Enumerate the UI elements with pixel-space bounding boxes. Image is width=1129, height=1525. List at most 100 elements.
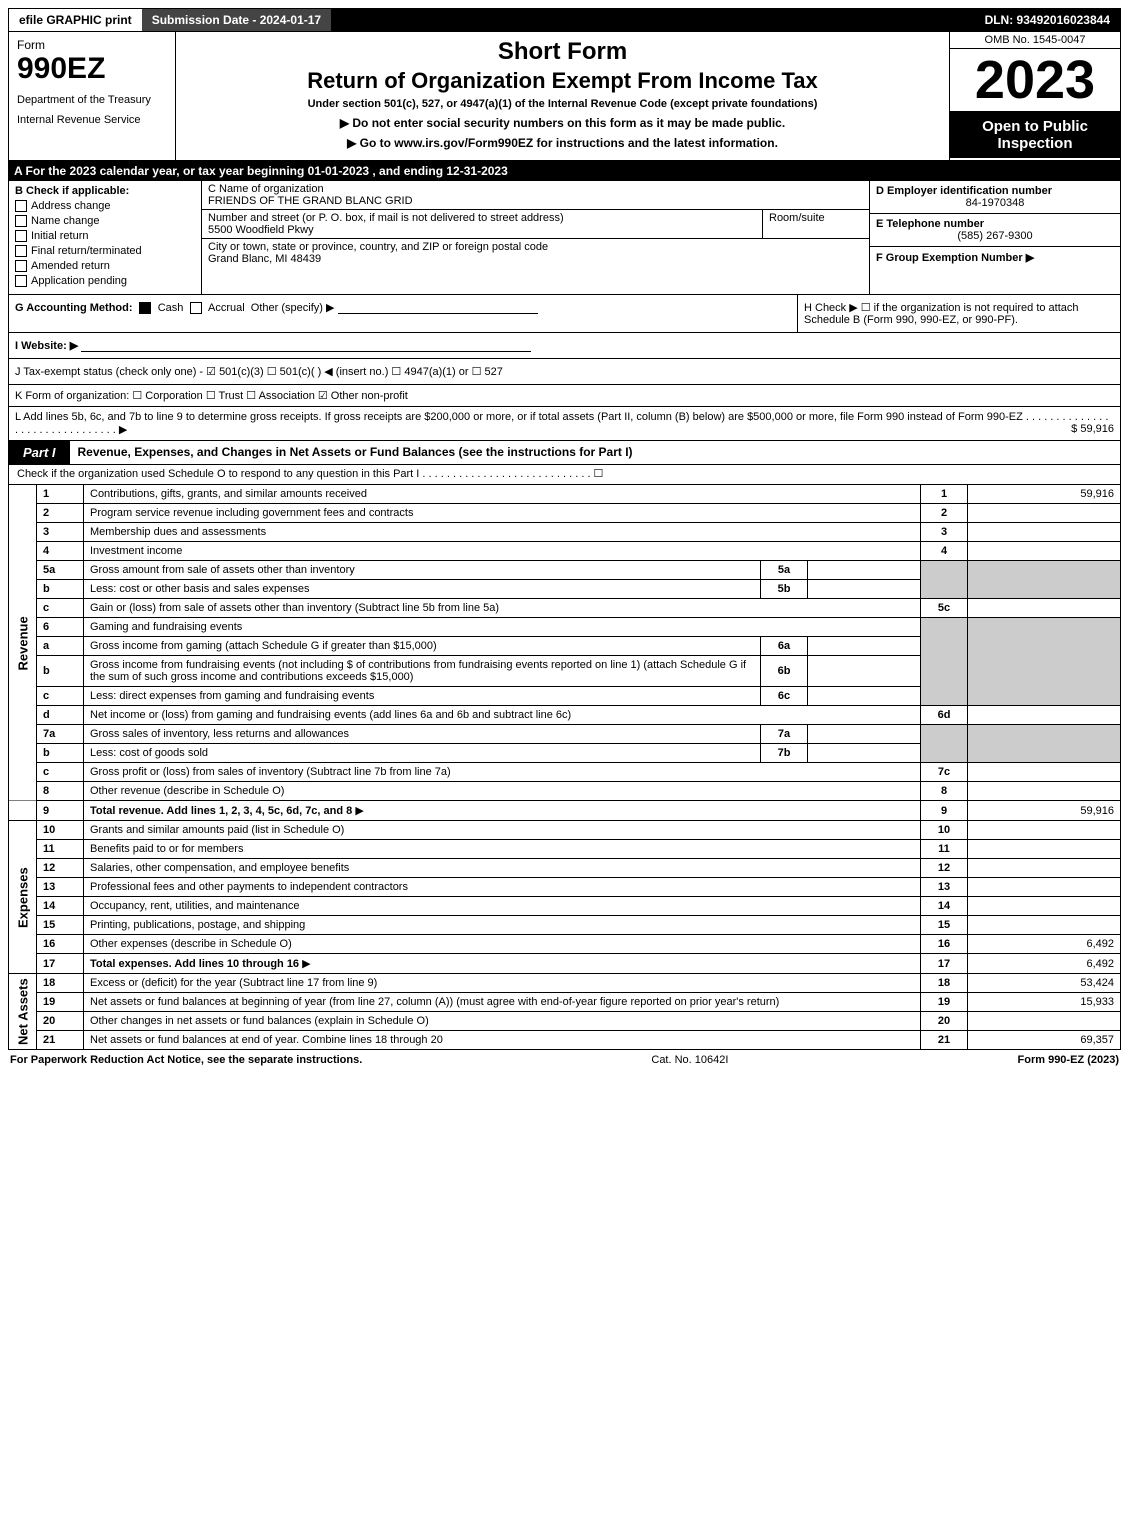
line-4-desc: Investment income	[84, 542, 921, 561]
line-10-rnum: 10	[921, 821, 968, 840]
line-6a-snum: 6a	[761, 637, 808, 656]
check-amended-return[interactable]: Amended return	[15, 260, 195, 272]
line-5b-samount	[808, 580, 921, 599]
part-i-table: Revenue 1 Contributions, gifts, grants, …	[8, 485, 1121, 1050]
line-5c-rnum: 5c	[921, 599, 968, 618]
line-6d-rnum: 6d	[921, 706, 968, 725]
line-14-rnum: 14	[921, 897, 968, 916]
check-cash[interactable]	[139, 302, 151, 314]
shade-5ab-amt	[968, 561, 1121, 599]
line-3-num: 3	[37, 523, 84, 542]
line-17-amount: 6,492	[968, 954, 1121, 974]
line-4-num: 4	[37, 542, 84, 561]
line-15-amount	[968, 916, 1121, 935]
line-11-rnum: 11	[921, 840, 968, 859]
line-5b-desc: Less: cost or other basis and sales expe…	[84, 580, 761, 599]
g-accounting-method: G Accounting Method: Cash Accrual Other …	[9, 295, 797, 332]
line-21-amount: 69,357	[968, 1031, 1121, 1050]
efile-print-label[interactable]: efile GRAPHIC print	[9, 9, 142, 31]
phone-row: E Telephone number (585) 267-9300	[870, 214, 1120, 247]
line-2-num: 2	[37, 504, 84, 523]
line-6b-num: b	[37, 656, 84, 687]
line-11-desc: Benefits paid to or for members	[84, 840, 921, 859]
irs-link-instruction[interactable]: ▶ Go to www.irs.gov/Form990EZ for instru…	[184, 136, 941, 150]
line-19-amount: 15,933	[968, 993, 1121, 1012]
expenses-side-label: Expenses	[9, 821, 37, 974]
line-16-amount: 6,492	[968, 935, 1121, 954]
street-label: Number and street (or P. O. box, if mail…	[208, 212, 564, 224]
line-5b-snum: 5b	[761, 580, 808, 599]
netassets-side-label: Net Assets	[9, 974, 37, 1050]
line-7c-rnum: 7c	[921, 763, 968, 782]
line-17-num: 17	[37, 954, 84, 974]
line-9-desc: Total revenue. Add lines 1, 2, 3, 4, 5c,…	[84, 801, 921, 821]
line-5c-num: c	[37, 599, 84, 618]
line-20-desc: Other changes in net assets or fund bala…	[84, 1012, 921, 1031]
line-3-amount	[968, 523, 1121, 542]
header-left: Form 990EZ Department of the Treasury In…	[9, 32, 176, 160]
l-amount: $ 59,916	[1071, 423, 1114, 435]
line-8-rnum: 8	[921, 782, 968, 801]
line-17-desc: Total expenses. Add lines 10 through 16	[84, 954, 921, 974]
line-15-rnum: 15	[921, 916, 968, 935]
line-18-rnum: 18	[921, 974, 968, 993]
spacer-rev-end	[9, 801, 37, 821]
line-12-amount	[968, 859, 1121, 878]
line-20-rnum: 20	[921, 1012, 968, 1031]
line-6b-samount	[808, 656, 921, 687]
line-20-amount	[968, 1012, 1121, 1031]
check-name-change[interactable]: Name change	[15, 215, 195, 227]
column-b-checkboxes: B Check if applicable: Address change Na…	[9, 181, 202, 294]
line-4-rnum: 4	[921, 542, 968, 561]
city-label: City or town, state or province, country…	[208, 241, 863, 253]
part-i-header: Part I Revenue, Expenses, and Changes in…	[8, 441, 1121, 465]
line-18-num: 18	[37, 974, 84, 993]
dept-treasury: Department of the Treasury	[17, 94, 167, 106]
part-i-tab: Part I	[9, 441, 70, 464]
check-final-return[interactable]: Final return/terminated	[15, 245, 195, 257]
line-9-num: 9	[37, 801, 84, 821]
line-6a-num: a	[37, 637, 84, 656]
line-7b-samount	[808, 744, 921, 763]
other-specify-blank[interactable]	[338, 301, 538, 314]
line-14-amount	[968, 897, 1121, 916]
line-17-rnum: 17	[921, 954, 968, 974]
line-21-desc: Net assets or fund balances at end of ye…	[84, 1031, 921, 1050]
line-7b-snum: 7b	[761, 744, 808, 763]
line-7b-desc: Less: cost of goods sold	[84, 744, 761, 763]
line-2-rnum: 2	[921, 504, 968, 523]
check-address-change[interactable]: Address change	[15, 200, 195, 212]
shade-5ab	[921, 561, 968, 599]
check-application-pending[interactable]: Application pending	[15, 275, 195, 287]
ssn-warning: ▶ Do not enter social security numbers o…	[184, 116, 941, 130]
line-8-num: 8	[37, 782, 84, 801]
line-16-num: 16	[37, 935, 84, 954]
line-7a-samount	[808, 725, 921, 744]
line-1-rnum: 1	[921, 485, 968, 504]
line-13-num: 13	[37, 878, 84, 897]
line-6b-snum: 6b	[761, 656, 808, 687]
line-2-amount	[968, 504, 1121, 523]
shade-6-amt	[968, 618, 1121, 706]
line-14-desc: Occupancy, rent, utilities, and maintena…	[84, 897, 921, 916]
open-to-public: Open to Public Inspection	[950, 112, 1120, 158]
line-6b-desc: Gross income from fundraising events (no…	[84, 656, 761, 687]
line-16-rnum: 16	[921, 935, 968, 954]
org-name-label: C Name of organization	[208, 183, 863, 195]
line-8-desc: Other revenue (describe in Schedule O)	[84, 782, 921, 801]
g-label: G Accounting Method:	[15, 302, 133, 314]
line-7a-desc: Gross sales of inventory, less returns a…	[84, 725, 761, 744]
website-blank[interactable]	[81, 339, 531, 352]
k-form-of-organization: K Form of organization: ☐ Corporation ☐ …	[8, 385, 1121, 407]
line-4-amount	[968, 542, 1121, 561]
footer-paperwork: For Paperwork Reduction Act Notice, see …	[10, 1054, 362, 1066]
line-6-num: 6	[37, 618, 84, 637]
phone-value: (585) 267-9300	[876, 230, 1114, 242]
check-accrual[interactable]	[190, 302, 202, 314]
footer-cat-no: Cat. No. 10642I	[362, 1054, 1017, 1066]
page-footer: For Paperwork Reduction Act Notice, see …	[8, 1050, 1121, 1070]
check-initial-return[interactable]: Initial return	[15, 230, 195, 242]
line-3-desc: Membership dues and assessments	[84, 523, 921, 542]
form-label: Form	[17, 38, 167, 52]
line-7b-num: b	[37, 744, 84, 763]
